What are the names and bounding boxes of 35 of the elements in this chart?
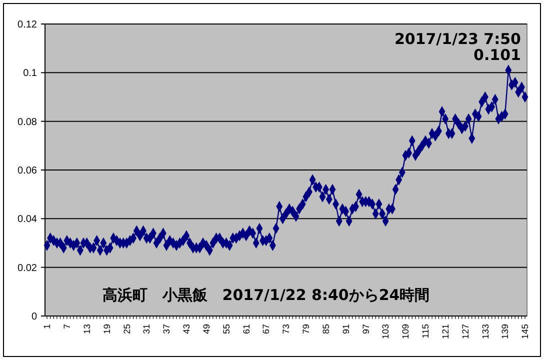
x-tick-label: 25: [122, 324, 132, 334]
x-tick-label: 19: [102, 324, 112, 334]
x-tick-label: 145: [520, 324, 530, 340]
annotation: 0.101: [474, 46, 521, 64]
x-tick-label: 91: [340, 324, 351, 334]
y-tick-label: 0.04: [18, 214, 38, 226]
y-tick-label: 0: [31, 312, 38, 322]
x-tick-label: 49: [201, 324, 212, 334]
x-tick-label: 73: [281, 324, 292, 334]
y-tick-label: 0.08: [18, 116, 38, 128]
x-tick-label: 139: [500, 324, 510, 340]
x-tick-label: 1: [42, 324, 52, 330]
y-tick-label: 0.1: [23, 68, 38, 80]
x-tick-label: 7: [62, 324, 72, 330]
x-tick-label: 37: [162, 324, 172, 334]
x-tick-label: 127: [460, 324, 470, 340]
x-tick-label: 55: [221, 324, 232, 334]
x-tick-label: 115: [420, 324, 431, 338]
x-tick-label: 61: [241, 324, 252, 334]
x-tick-label: 43: [182, 324, 192, 334]
x-tick-label: 109: [400, 324, 411, 340]
x-tick-label: 97: [360, 324, 371, 334]
y-tick-label: 0.02: [18, 262, 38, 274]
x-tick-label: 79: [301, 324, 312, 334]
x-tick-label: 85: [320, 324, 331, 334]
y-tick-label: 0.12: [18, 20, 38, 30]
x-tick-label: 103: [380, 324, 391, 340]
annotation: 2017/1/23 7:50: [394, 30, 521, 48]
y-tick-label: 0.06: [18, 166, 38, 176]
annotation: 高浜町 小黒飯 2017/1/22 8:40から24時間: [102, 286, 430, 304]
x-tick-label: 121: [440, 324, 450, 340]
x-tick-label: 133: [480, 324, 490, 340]
x-tick-label: 13: [82, 324, 92, 334]
x-tick-label: 31: [142, 324, 152, 334]
x-tick-label: 67: [261, 324, 272, 334]
